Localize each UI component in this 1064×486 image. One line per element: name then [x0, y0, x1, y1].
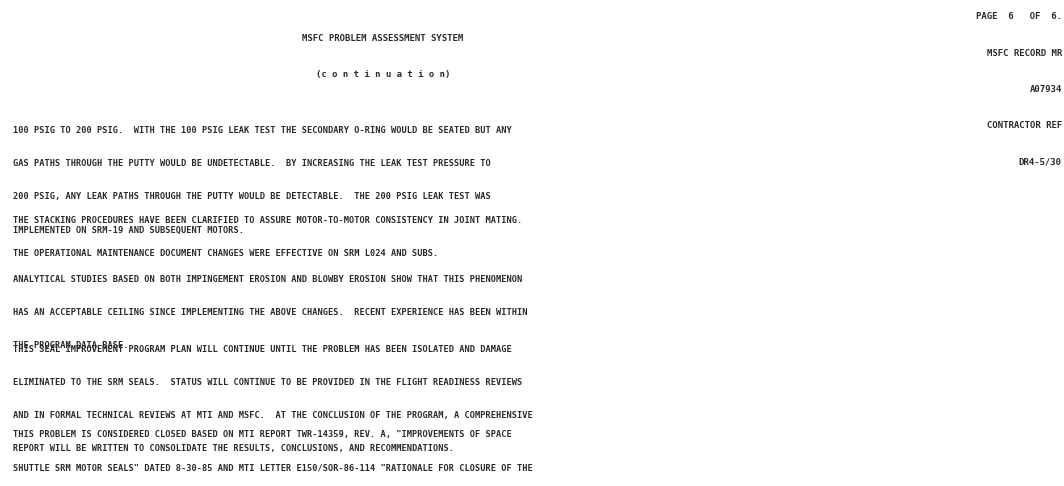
Text: REPORT WILL BE WRITTEN TO CONSOLIDATE THE RESULTS, CONCLUSIONS, AND RECOMMENDATI: REPORT WILL BE WRITTEN TO CONSOLIDATE TH… [13, 444, 453, 453]
Text: A07934: A07934 [1030, 85, 1062, 94]
Text: MSFC PROBLEM ASSESSMENT SYSTEM: MSFC PROBLEM ASSESSMENT SYSTEM [302, 34, 464, 43]
Text: GAS PATHS THROUGH THE PUTTY WOULD BE UNDETECTABLE.  BY INCREASING THE LEAK TEST : GAS PATHS THROUGH THE PUTTY WOULD BE UND… [13, 159, 491, 169]
Text: THE STACKING PROCEDURES HAVE BEEN CLARIFIED TO ASSURE MOTOR-TO-MOTOR CONSISTENCY: THE STACKING PROCEDURES HAVE BEEN CLARIF… [13, 216, 522, 226]
Text: IMPLEMENTED ON SRM-19 AND SUBSEQUENT MOTORS.: IMPLEMENTED ON SRM-19 AND SUBSEQUENT MOT… [13, 226, 244, 235]
Text: CONTRACTOR REF: CONTRACTOR REF [986, 122, 1062, 131]
Text: 200 PSIG, ANY LEAK PATHS THROUGH THE PUTTY WOULD BE DETECTABLE.  THE 200 PSIG LE: 200 PSIG, ANY LEAK PATHS THROUGH THE PUT… [13, 192, 491, 202]
Text: DR4-5/30: DR4-5/30 [1019, 158, 1062, 167]
Text: HAS AN ACCEPTABLE CEILING SINCE IMPLEMENTING THE ABOVE CHANGES.  RECENT EXPERIEN: HAS AN ACCEPTABLE CEILING SINCE IMPLEMEN… [13, 308, 528, 317]
Text: ELIMINATED TO THE SRM SEALS.  STATUS WILL CONTINUE TO BE PROVIDED IN THE FLIGHT : ELIMINATED TO THE SRM SEALS. STATUS WILL… [13, 378, 522, 387]
Text: AND IN FORMAL TECHNICAL REVIEWS AT MTI AND MSFC.  AT THE CONCLUSION OF THE PROGR: AND IN FORMAL TECHNICAL REVIEWS AT MTI A… [13, 411, 532, 420]
Text: THE OPERATIONAL MAINTENANCE DOCUMENT CHANGES WERE EFFECTIVE ON SRM L024 AND SUBS: THE OPERATIONAL MAINTENANCE DOCUMENT CHA… [13, 249, 438, 259]
Text: 100 PSIG TO 200 PSIG.  WITH THE 100 PSIG LEAK TEST THE SECONDARY O-RING WOULD BE: 100 PSIG TO 200 PSIG. WITH THE 100 PSIG … [13, 126, 512, 136]
Text: SHUTTLE SRM MOTOR SEALS" DATED 8-30-85 AND MTI LETTER E150/SOR-86-114 "RATIONALE: SHUTTLE SRM MOTOR SEALS" DATED 8-30-85 A… [13, 463, 532, 472]
Text: THE PROGRAM DATA BASE.: THE PROGRAM DATA BASE. [13, 341, 129, 350]
Text: THIS PROBLEM IS CONSIDERED CLOSED BASED ON MTI REPORT TWR-14359, REV. A, "IMPROV: THIS PROBLEM IS CONSIDERED CLOSED BASED … [13, 430, 512, 439]
Text: THIS SEAL IMPROVEMENT PROGRAM PLAN WILL CONTINUE UNTIL THE PROBLEM HAS BEEN ISOL: THIS SEAL IMPROVEMENT PROGRAM PLAN WILL … [13, 345, 512, 354]
Text: (c o n t i n u a t i o n): (c o n t i n u a t i o n) [316, 70, 450, 80]
Text: MSFC RECORD MR: MSFC RECORD MR [986, 49, 1062, 58]
Text: ANALYTICAL STUDIES BASED ON BOTH IMPINGEMENT EROSION AND BLOWBY EROSION SHOW THA: ANALYTICAL STUDIES BASED ON BOTH IMPINGE… [13, 275, 522, 284]
Text: PAGE  6   OF  6.: PAGE 6 OF 6. [976, 12, 1062, 21]
